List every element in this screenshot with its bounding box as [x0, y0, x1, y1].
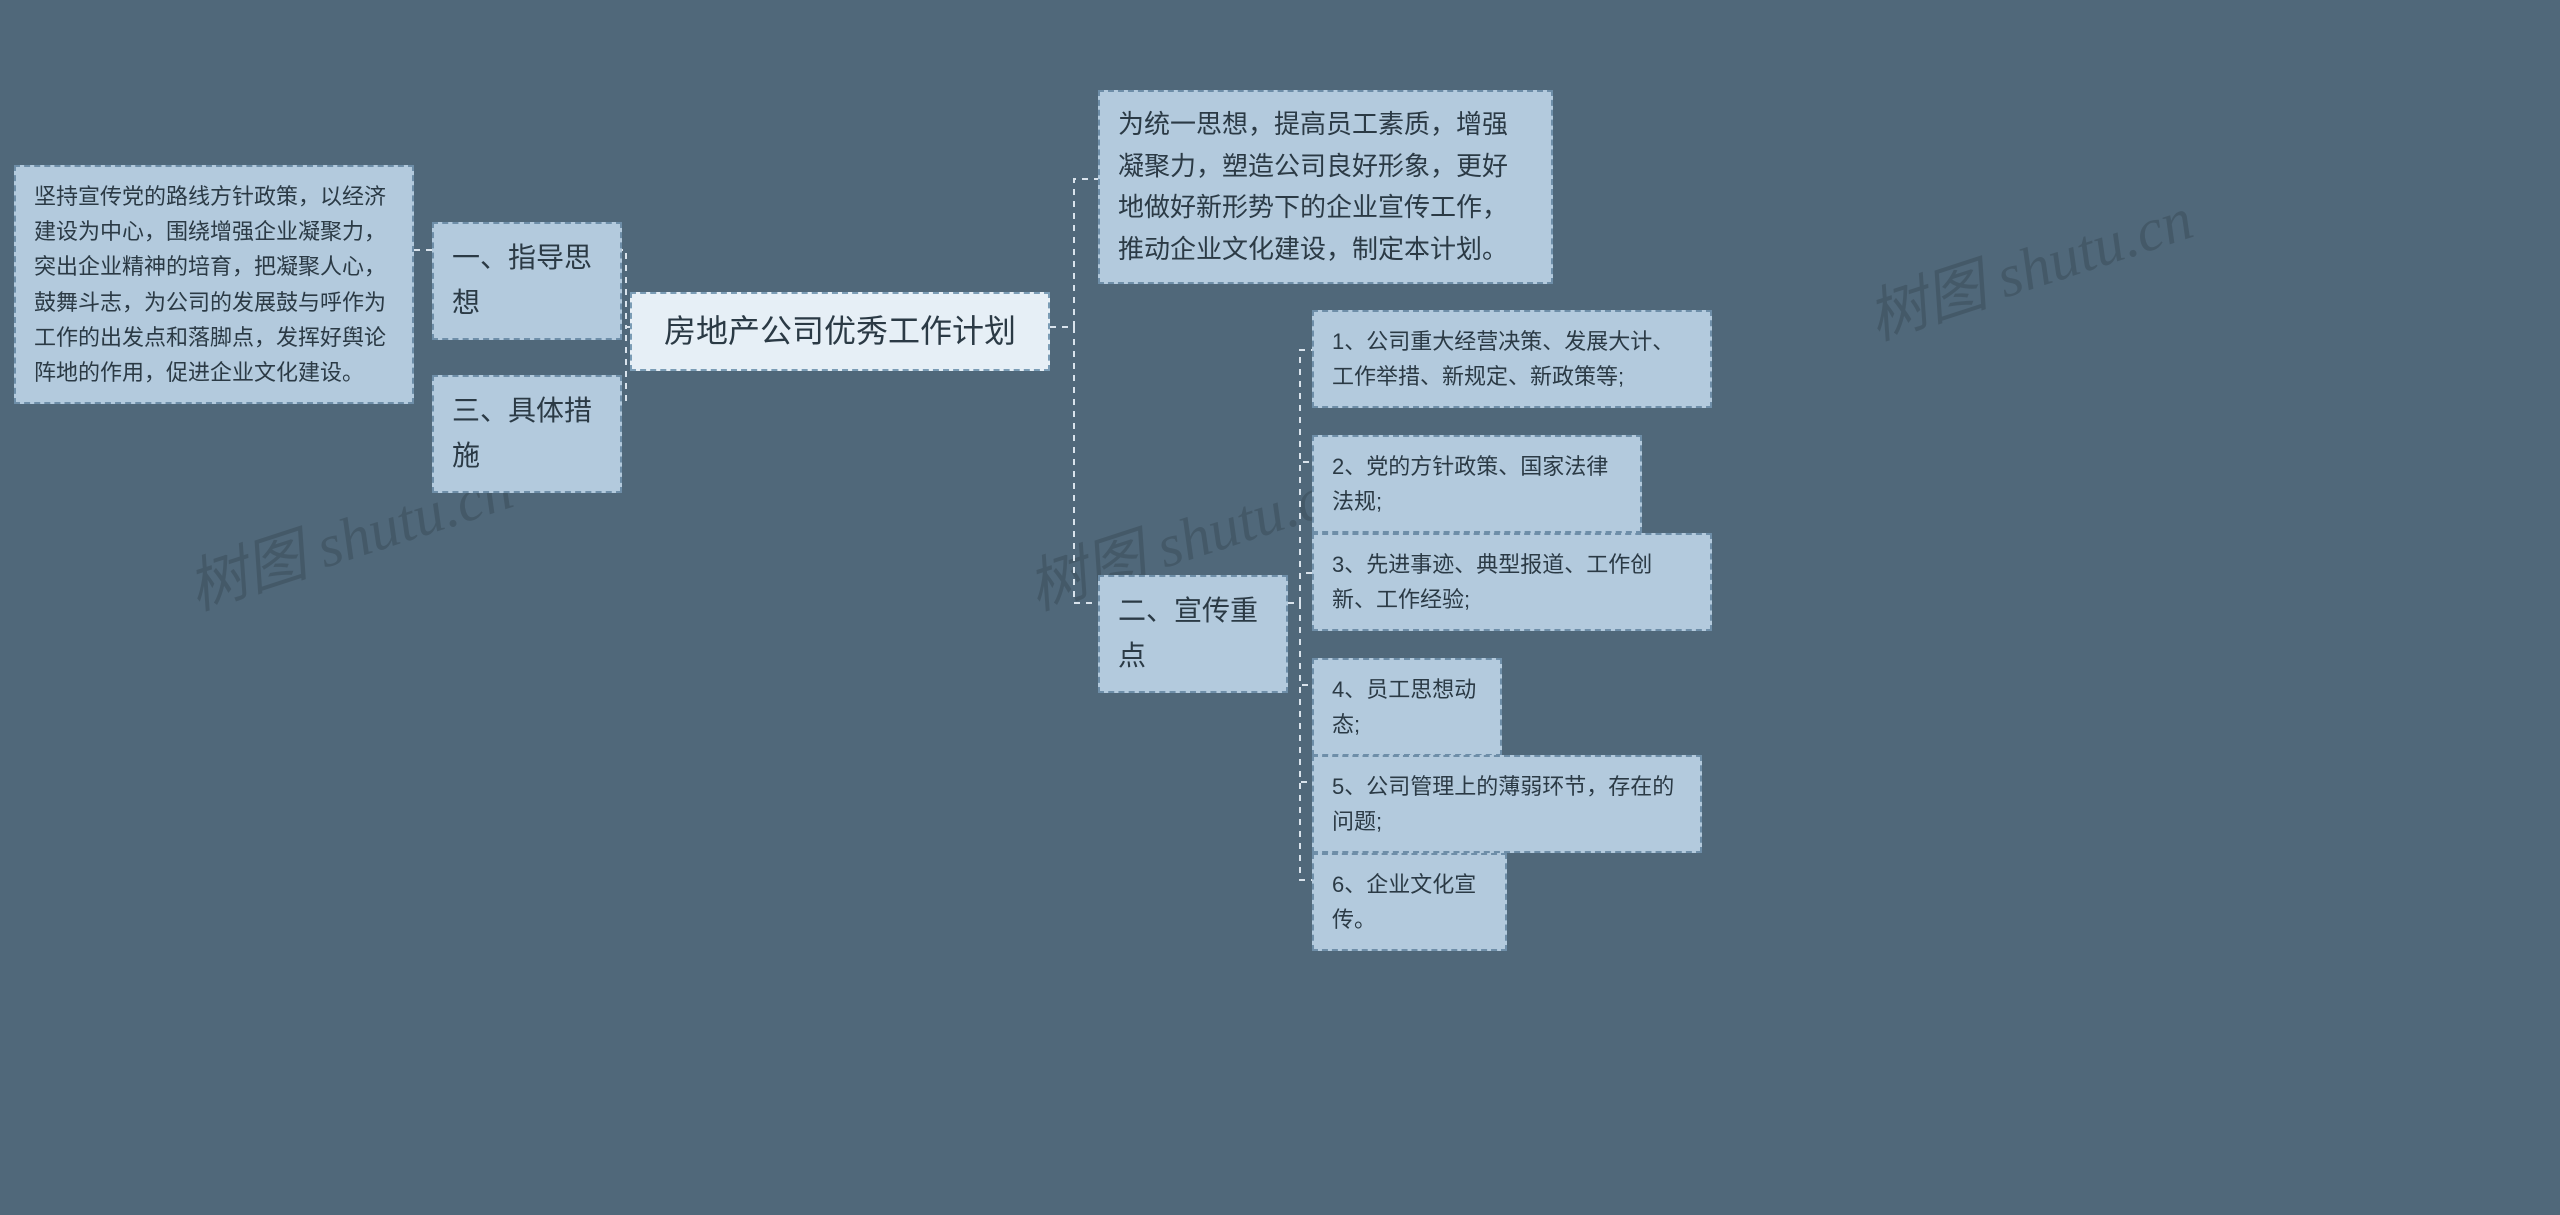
node-text: 三、具体措施: [452, 395, 592, 471]
node-c4[interactable]: 4、员工思想动态;: [1312, 658, 1502, 756]
node-text: 3、先进事迹、典型报道、工作创新、工作经验;: [1332, 552, 1652, 612]
edge-b2-c2: [1288, 462, 1312, 603]
node-text: 1、公司重大经营决策、发展大计、工作举措、新规定、新政策等;: [1332, 329, 1674, 389]
node-c6[interactable]: 6、企业文化宣传。: [1312, 853, 1507, 951]
node-l1[interactable]: 坚持宣传党的路线方针政策，以经济建设为中心，围绕增强企业凝聚力，突出企业精神的培…: [14, 165, 414, 404]
edge-b2-c6: [1288, 603, 1312, 880]
node-c3[interactable]: 3、先进事迹、典型报道、工作创新、工作经验;: [1312, 533, 1712, 631]
node-b1[interactable]: 一、指导思想: [432, 222, 622, 340]
node-c5[interactable]: 5、公司管理上的薄弱环节，存在的问题;: [1312, 755, 1702, 853]
node-intro[interactable]: 为统一思想，提高员工素质，增强凝聚力，塑造公司良好形象，更好地做好新形势下的企业…: [1098, 90, 1553, 284]
node-text: 坚持宣传党的路线方针政策，以经济建设为中心，围绕增强企业凝聚力，突出企业精神的培…: [34, 184, 386, 385]
edge-b2-c5: [1288, 603, 1312, 782]
watermark: 树图 shutu.cn: [1855, 170, 2202, 357]
edge-root-b2: [1050, 327, 1098, 603]
node-text: 房地产公司优秀工作计划: [664, 306, 1016, 357]
node-text: 6、企业文化宣传。: [1332, 872, 1476, 932]
edge-b2-c4: [1288, 603, 1312, 685]
node-b3[interactable]: 三、具体措施: [432, 375, 622, 493]
edge-b2-c3: [1288, 573, 1312, 603]
node-b2[interactable]: 二、宣传重点: [1098, 575, 1288, 693]
node-text: 2、党的方针政策、国家法律法规;: [1332, 454, 1608, 514]
edge-root-b1: [622, 250, 630, 327]
node-text: 为统一思想，提高员工素质，增强凝聚力，塑造公司良好形象，更好地做好新形势下的企业…: [1118, 109, 1508, 264]
edge-b2-c1: [1288, 350, 1312, 603]
node-text: 5、公司管理上的薄弱环节，存在的问题;: [1332, 774, 1674, 834]
mindmap-canvas: 树图 shutu.cn树图 shutu.cn树图 shutu.cn房地产公司优秀…: [0, 0, 2560, 1215]
node-text: 4、员工思想动态;: [1332, 677, 1476, 737]
edge-root-intro: [1050, 179, 1098, 327]
edge-root-b3: [622, 327, 630, 403]
node-text: 二、宣传重点: [1118, 595, 1258, 671]
node-c1[interactable]: 1、公司重大经营决策、发展大计、工作举措、新规定、新政策等;: [1312, 310, 1712, 408]
node-root[interactable]: 房地产公司优秀工作计划: [630, 292, 1050, 371]
node-c2[interactable]: 2、党的方针政策、国家法律法规;: [1312, 435, 1642, 533]
node-text: 一、指导思想: [452, 242, 592, 318]
